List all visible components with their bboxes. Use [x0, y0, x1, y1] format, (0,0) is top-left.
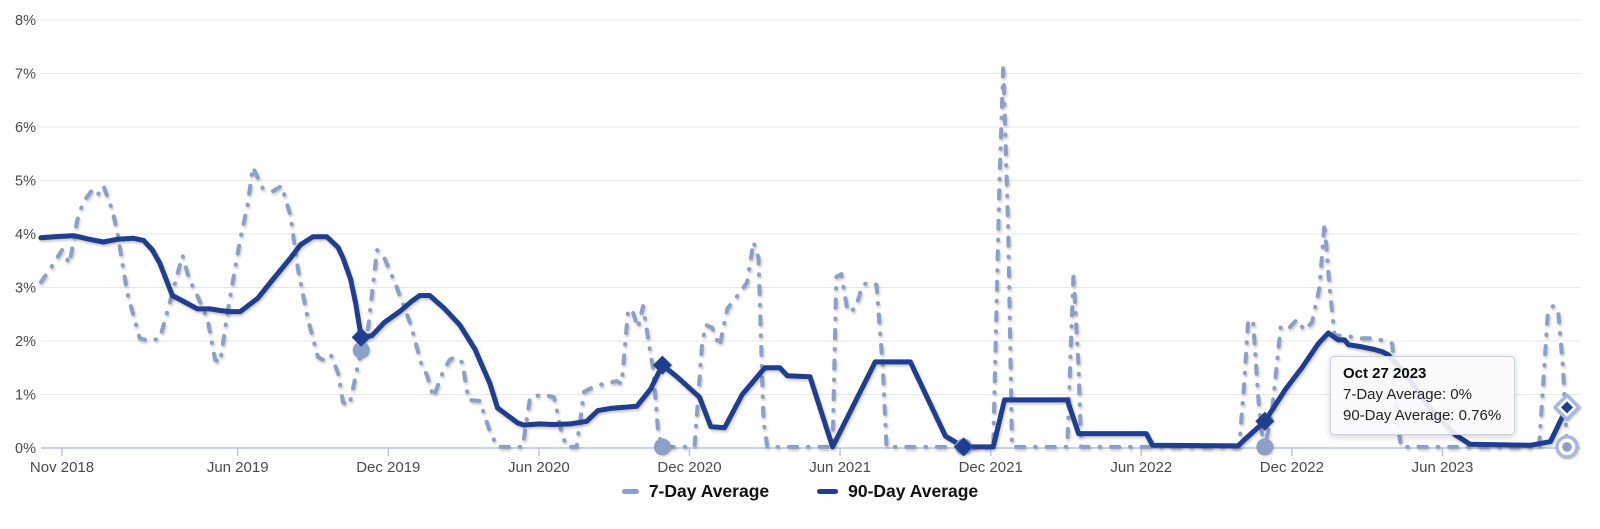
x-tick-label: Dec 2020: [657, 459, 721, 476]
tooltip: Oct 27 2023 7-Day Average: 0% 90-Day Ave…: [1330, 356, 1516, 435]
90-day-average-swatch-icon: [817, 489, 839, 494]
7-day-marker-circle[interactable]: [653, 438, 671, 456]
x-tick-label: Jun 2019: [207, 459, 269, 476]
y-axis-label: 2%: [15, 334, 36, 350]
7-day-average-line[interactable]: [38, 63, 1569, 449]
x-tick-label: Dec 2022: [1260, 459, 1324, 476]
90-day-marker-diamond[interactable]: [954, 437, 974, 457]
series-markers: [351, 327, 1581, 459]
y-axis-label: 6%: [15, 120, 36, 136]
7-day-marker-circle[interactable]: [352, 341, 370, 359]
90-day-marker-diamond[interactable]: [1255, 411, 1275, 431]
y-axis-label: 8%: [15, 13, 36, 29]
legend-item-7-day-average[interactable]: 7-Day Average: [621, 481, 770, 502]
90-day-marker-diamond-highlighted[interactable]: [1560, 401, 1573, 414]
x-tick-label: Jun 2021: [809, 459, 871, 476]
x-tick-label: Nov 2018: [30, 459, 94, 476]
y-axis-label: 5%: [15, 174, 36, 190]
legend-item-90-day-average[interactable]: 90-Day Average: [817, 481, 978, 502]
x-tick-label: Jun 2022: [1110, 459, 1172, 476]
legend-label-90-day-average: 90-Day Average: [848, 481, 979, 501]
y-axis-label: 1%: [15, 388, 36, 404]
x-tick-label: Dec 2021: [959, 459, 1023, 476]
tooltip-date: Oct 27 2023: [1343, 365, 1427, 382]
tooltip-7day-value: 7-Day Average: 0%: [1343, 386, 1472, 403]
tooltip-90day-value: 90-Day Average: 0.76%: [1343, 407, 1502, 424]
90-day-average-line[interactable]: [38, 233, 1570, 450]
series-90-day-average[interactable]: [38, 233, 1570, 450]
x-tick-label: Jun 2020: [508, 459, 570, 476]
90-day-marker-diamond[interactable]: [351, 327, 371, 347]
y-axis-label: 4%: [15, 227, 36, 243]
90-day-marker-diamond[interactable]: [652, 355, 672, 375]
series-7-day-average[interactable]: [38, 63, 1569, 449]
y-axis-label: 0%: [15, 441, 36, 457]
y-axis-label: 3%: [15, 281, 36, 297]
x-tick-label: Dec 2019: [356, 459, 420, 476]
x-axis: Nov 2018 Jun 2019 Dec 2019 Jun 2020 Dec 2020…: [30, 447, 1580, 476]
legend-label-7-day-average: 7-Day Average: [648, 481, 770, 501]
x-tick-label: Jun 2023: [1412, 459, 1474, 476]
y-axis-label: 7%: [15, 67, 36, 83]
legend: 7-Day Average 90-Day Average: [0, 481, 1600, 502]
7-day-marker-circle[interactable]: [1256, 438, 1274, 456]
7-day-marker-circle-highlighted[interactable]: [1562, 442, 1572, 452]
7-day-average-swatch-icon: [621, 489, 639, 494]
